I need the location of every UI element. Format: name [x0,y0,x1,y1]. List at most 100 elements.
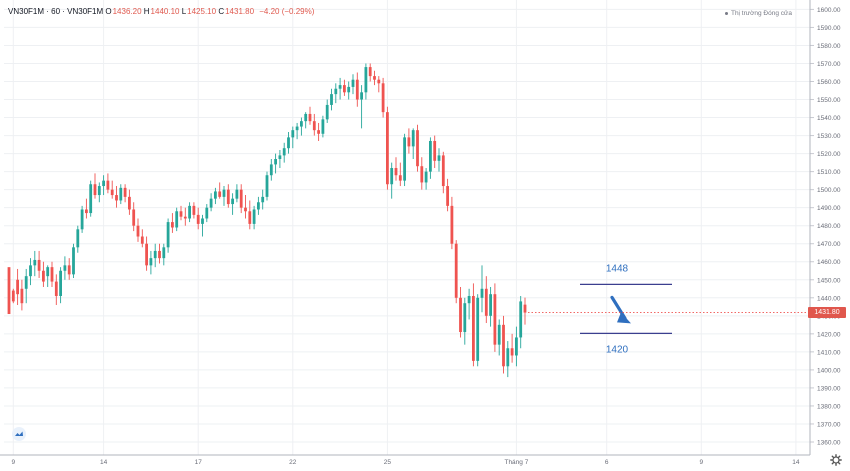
candle-body [244,207,247,212]
y-tick-label: 1570.00 [817,61,841,68]
candle-body [450,205,454,244]
candle-body [287,137,290,149]
candle-body [360,92,363,100]
candle-body [162,247,166,259]
candle-body [368,67,372,77]
market-status[interactable]: Thị trường Đóng cửa [724,10,792,17]
candle-body [106,180,110,190]
change-value: −4.20 (−0.29%) [259,7,315,16]
y-tick-label: 1490.00 [817,205,841,212]
candle-body [295,126,299,131]
candle-body [158,250,161,259]
candle-body [33,259,37,266]
candle-body [257,202,260,210]
y-tick-label: 1600.00 [817,7,841,14]
candle-body [433,140,437,161]
candle-body [308,113,312,122]
candle-body [59,270,62,296]
candle-body [123,187,127,197]
candle-body [85,209,88,214]
symbol-legend: VN30F1M · 60 · VN30F1M O1436.20 H1440.10… [8,7,314,16]
candle-body [29,265,32,277]
x-tick-label: 25 [384,459,392,466]
candle-body [355,79,359,100]
candle-body [205,207,209,219]
candle-body [411,130,415,147]
candle-body [467,295,471,304]
candle-body [497,324,501,345]
candle-body [97,186,101,196]
y-tick-label: 1510.00 [817,169,841,176]
candle-body [429,140,432,172]
candle-body [493,294,497,345]
tradingview-logo-icon[interactable] [12,427,26,441]
x-tick-label: 17 [195,459,203,466]
candle-body [484,288,488,316]
high-value: 1440.10 [150,7,180,16]
candle-body [136,225,140,237]
symbol-label: VN30F1M · 60 · VN30F1M [8,7,104,16]
candle-body [261,196,265,203]
candle-body [226,189,230,205]
candle-body [386,112,389,185]
x-tick-label: 9 [11,459,15,466]
candle-body [330,94,333,105]
low-value: 1425.10 [187,7,217,16]
candle-body [89,184,93,214]
candle-body [377,79,381,84]
open-label: O [105,7,112,16]
candle-body [390,168,394,185]
gear-icon[interactable] [830,454,842,466]
candle-body [463,303,467,333]
y-tick-label: 1530.00 [817,133,841,140]
x-tick-label: 14 [100,459,108,466]
y-tick-label: 1550.00 [817,97,841,104]
y-tick-label: 1590.00 [817,25,841,32]
candle-body [76,229,80,248]
y-tick-label: 1500.00 [817,187,841,194]
candle-body [16,279,19,295]
candle-body [80,209,84,230]
candle-body [480,288,484,298]
candle-body [291,130,295,138]
candle-body [321,119,325,134]
candle-body [201,218,204,224]
candle-body [441,155,445,187]
candle-body [132,209,136,226]
candle-body [149,258,153,266]
candle-body [218,191,222,197]
candle-body [239,189,243,208]
candle-body [489,294,492,316]
candle-body [102,180,105,187]
candle-body [196,214,200,224]
candle-body [424,171,428,183]
candle-body [343,85,346,93]
candle-body [235,189,239,199]
y-tick-label: 1450.00 [817,277,841,284]
candle-body [325,104,329,120]
candle-body [381,83,385,113]
candle-body [459,297,462,333]
candle-body [373,76,376,80]
candle-body [24,276,28,289]
candle-body [188,205,191,219]
y-tick-label: 1390.00 [817,385,841,392]
candle-body [11,290,15,302]
last-price-badge: 1431.80 [808,307,846,319]
support-label: 1420 [606,344,629,355]
candle-body [179,211,183,217]
arrow-head-icon [617,312,631,324]
candle-body [347,86,351,93]
y-tick-label: 1470.00 [817,241,841,248]
candle-body [42,270,45,282]
candle-body [115,195,118,201]
y-tick-label: 1400.00 [817,367,841,374]
candle-body [252,209,256,224]
candle-body [192,205,196,215]
y-tick-label: 1460.00 [817,259,841,266]
candle-body [128,196,131,210]
candle-body [403,137,406,181]
y-tick-label: 1560.00 [817,79,841,86]
